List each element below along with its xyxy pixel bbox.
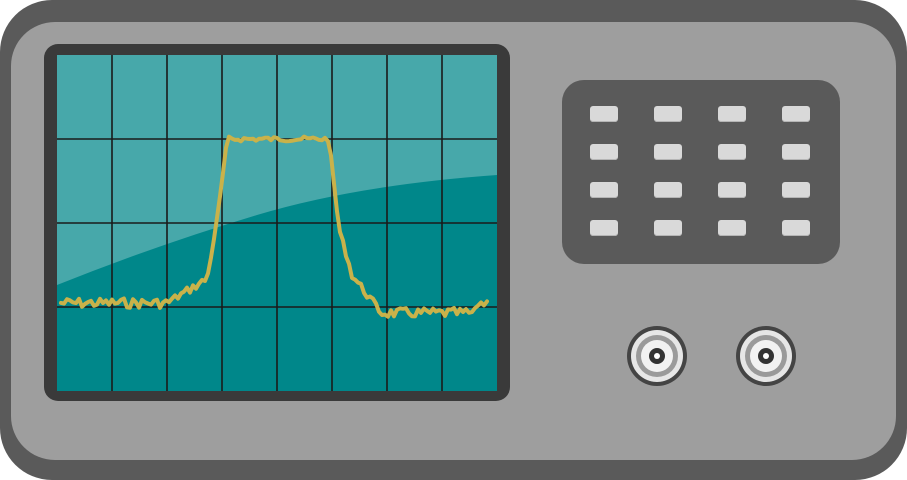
bnc-connector-icon[interactable] <box>735 325 797 387</box>
keypad-key[interactable] <box>782 106 810 122</box>
keypad-key[interactable] <box>590 220 618 236</box>
bnc-connector-icon[interactable] <box>626 325 688 387</box>
keypad-key[interactable] <box>782 144 810 160</box>
signal-trace <box>59 134 489 319</box>
oscilloscope-screen <box>57 55 497 391</box>
keypad-key[interactable] <box>654 144 682 160</box>
keypad-key[interactable] <box>718 144 746 160</box>
keypad <box>562 80 840 264</box>
keypad-key[interactable] <box>590 106 618 122</box>
keypad-key[interactable] <box>718 220 746 236</box>
keypad-key[interactable] <box>654 106 682 122</box>
keypad-key[interactable] <box>654 182 682 198</box>
keypad-key[interactable] <box>590 144 618 160</box>
keypad-key[interactable] <box>654 220 682 236</box>
screen-graphics <box>57 55 497 391</box>
keypad-key[interactable] <box>590 182 618 198</box>
keypad-key[interactable] <box>718 106 746 122</box>
keypad-key[interactable] <box>718 182 746 198</box>
keypad-key[interactable] <box>782 182 810 198</box>
keypad-key[interactable] <box>782 220 810 236</box>
